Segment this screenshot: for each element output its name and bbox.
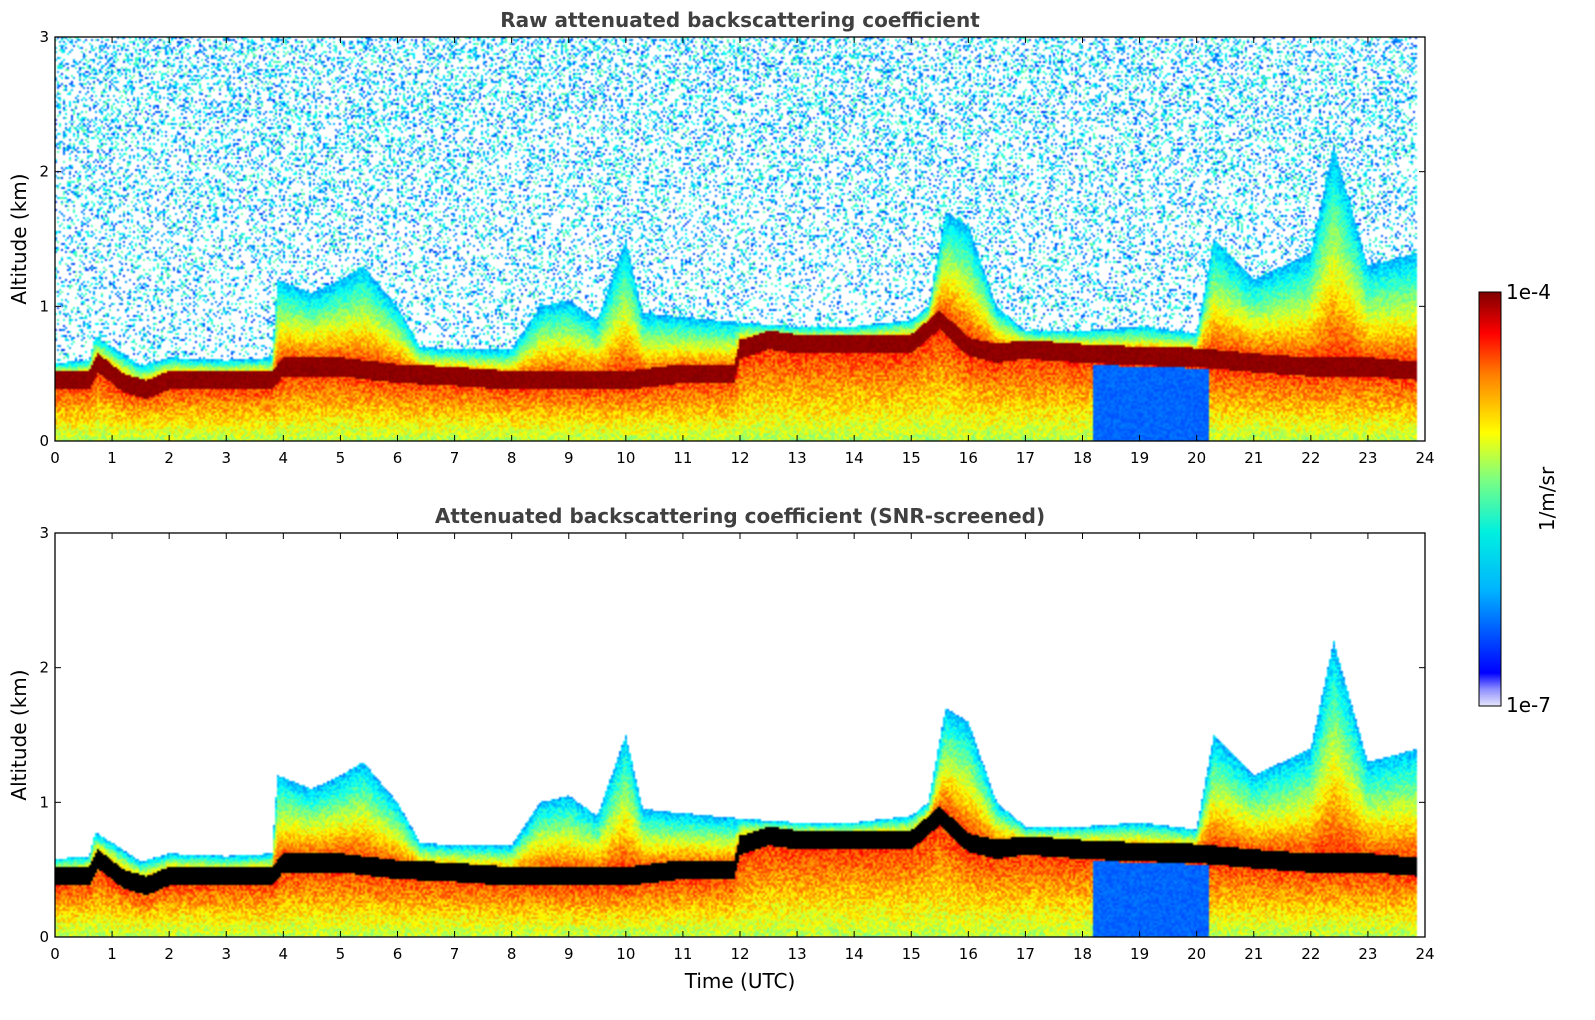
x-tick-label: 1: [107, 449, 117, 467]
x-tick-label: 20: [1187, 449, 1206, 467]
x-tick-label: 2: [164, 945, 174, 963]
x-tick-label: 24: [1415, 449, 1434, 467]
x-tick-label: 19: [1130, 449, 1149, 467]
x-tick-label: 3: [221, 945, 231, 963]
y-tick-label: 0: [39, 928, 49, 946]
y-tick-label: 0: [39, 432, 49, 450]
x-tick-label: 17: [1016, 945, 1035, 963]
x-tick-label: 16: [959, 449, 978, 467]
x-tick-label: 3: [221, 449, 231, 467]
y-tick-label: 1: [39, 793, 49, 811]
x-tick-label: 10: [616, 449, 635, 467]
x-tick-label: 15: [902, 945, 921, 963]
snr-y-axis-label: Altitude (km): [7, 669, 31, 800]
raw-axis-ticks: 0 1 2 3 4 5 6 7 8 9 10 11 12 13 14 15 16 17 18 19 20 21 22 23 24…: [39, 28, 1434, 467]
colorbar-max-label: 1e-4: [1506, 280, 1551, 304]
raw-y-axis-label: Altitude (km): [7, 173, 31, 304]
x-tick-label: 11: [673, 449, 692, 467]
x-tick-label: 1: [107, 945, 117, 963]
x-tick-label: 7: [450, 945, 460, 963]
colorbar-min-label: 1e-7: [1506, 693, 1551, 717]
raw-backscatter-image: [55, 37, 1425, 441]
x-tick-label: 10: [616, 945, 635, 963]
x-tick-label: 4: [279, 945, 289, 963]
x-tick-label: 12: [730, 449, 749, 467]
x-tick-label: 15: [902, 449, 921, 467]
raw-backscatter-panel: Raw attenuated backscattering coefficien…: [7, 8, 1435, 467]
x-tick-label: 4: [279, 449, 289, 467]
x-tick-label: 11: [673, 945, 692, 963]
x-tick-label: 17: [1016, 449, 1035, 467]
colorbar-gradient: [1478, 291, 1502, 707]
x-axis-label: Time (UTC): [684, 969, 796, 993]
x-tick-label: 14: [845, 449, 864, 467]
y-tick-label: 2: [39, 659, 49, 677]
colorbar: 1e-4 1e-7 1/m/sr: [1478, 280, 1559, 717]
x-tick-label: 6: [393, 449, 403, 467]
x-tick-label: 22: [1301, 449, 1320, 467]
x-tick-label: 13: [788, 945, 807, 963]
x-tick-label: 18: [1073, 449, 1092, 467]
y-tick-label: 2: [39, 163, 49, 181]
x-tick-label: 23: [1358, 945, 1377, 963]
snr-backscatter-image: [55, 533, 1425, 937]
x-tick-label: 21: [1244, 945, 1263, 963]
x-tick-label: 23: [1358, 449, 1377, 467]
x-tick-label: 6: [393, 945, 403, 963]
y-tick-label: 3: [39, 524, 49, 542]
x-tick-label: 0: [50, 449, 60, 467]
raw-panel-title: Raw attenuated backscattering coefficien…: [500, 8, 980, 32]
x-tick-label: 24: [1415, 945, 1434, 963]
y-tick-label: 3: [39, 28, 49, 46]
snr-axis-ticks: 0 1 2 3 4 5 6 7 8 9 10 11 12 13 14 15 16 17 18 19 20 21 22 23 24…: [39, 524, 1434, 963]
x-tick-label: 8: [507, 945, 517, 963]
x-tick-label: 12: [730, 945, 749, 963]
x-tick-label: 20: [1187, 945, 1206, 963]
x-tick-label: 5: [336, 449, 346, 467]
x-tick-label: 22: [1301, 945, 1320, 963]
snr-backscatter-panel: Attenuated backscattering coefficient (S…: [7, 504, 1435, 993]
x-tick-label: 2: [164, 449, 174, 467]
x-tick-label: 0: [50, 945, 60, 963]
x-tick-label: 13: [788, 449, 807, 467]
x-tick-label: 14: [845, 945, 864, 963]
x-tick-label: 7: [450, 449, 460, 467]
x-tick-label: 8: [507, 449, 517, 467]
x-tick-label: 18: [1073, 945, 1092, 963]
x-tick-label: 21: [1244, 449, 1263, 467]
x-tick-label: 5: [336, 945, 346, 963]
colorbar-unit-label: 1/m/sr: [1535, 466, 1559, 531]
y-tick-label: 1: [39, 297, 49, 315]
x-tick-label: 9: [564, 945, 574, 963]
snr-panel-title: Attenuated backscattering coefficient (S…: [435, 504, 1045, 528]
x-tick-label: 19: [1130, 945, 1149, 963]
x-tick-label: 16: [959, 945, 978, 963]
x-tick-label: 9: [564, 449, 574, 467]
